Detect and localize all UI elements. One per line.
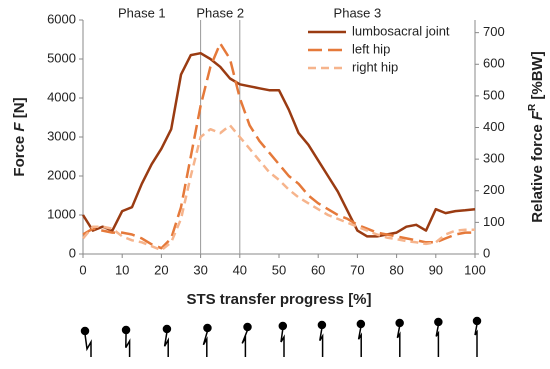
- stick-body: [280, 328, 285, 357]
- stick-head: [472, 316, 482, 326]
- stick-body: [241, 329, 249, 357]
- stick-figure: [278, 321, 288, 357]
- stick-figure: [472, 316, 482, 357]
- stick-head: [317, 320, 327, 330]
- y-title-part: F: [11, 122, 28, 132]
- y2-tick-label: 100: [483, 214, 505, 229]
- y-tick-label: 5000: [47, 50, 76, 65]
- y-tick-label: 3000: [47, 128, 76, 143]
- stick-head: [356, 319, 366, 329]
- x-tick-label: 0: [79, 262, 86, 277]
- phase-label: Phase 2: [196, 5, 244, 20]
- data-line: [82, 42, 475, 250]
- x-tick-label: 80: [389, 262, 403, 277]
- stick-body: [474, 323, 478, 357]
- stick-head: [434, 317, 443, 327]
- stick-figure: [356, 319, 366, 357]
- y-tick-label: 6000: [47, 11, 76, 26]
- stick-figure: [395, 318, 404, 357]
- stick-body: [435, 324, 440, 357]
- y2-tick-label: 0: [483, 245, 490, 260]
- stick-figure: [434, 317, 443, 357]
- y2-tick-label: 600: [483, 56, 505, 71]
- x-tick-label: 90: [429, 262, 443, 277]
- data-line: [81, 51, 476, 238]
- x-tick-label: 10: [115, 262, 129, 277]
- legend-label: right hip: [352, 59, 398, 74]
- stick-figure: [317, 320, 327, 357]
- stick-figure: [121, 325, 131, 357]
- x-tick-label: 60: [311, 262, 325, 277]
- stick-figure: [202, 323, 212, 357]
- y2-title-part: Relative force: [529, 120, 546, 223]
- stick-body: [202, 330, 209, 357]
- stick-body: [163, 331, 169, 357]
- phase-label: Phase 1: [118, 5, 166, 20]
- stick-head: [121, 325, 131, 335]
- stick-head: [162, 324, 172, 334]
- stick-body: [357, 326, 362, 357]
- stick-figure: [241, 322, 252, 357]
- y2-title-part: F: [529, 110, 546, 120]
- x-tick-label: 70: [350, 262, 364, 277]
- y-title-part: [N]: [11, 97, 28, 122]
- stick-head: [203, 323, 212, 333]
- legend-label: lumbosacral joint: [352, 23, 450, 38]
- phase-label: Phase 3: [334, 5, 382, 20]
- data-line: [82, 124, 475, 252]
- stick-body: [125, 332, 131, 357]
- y-tick-label: 0: [69, 245, 76, 260]
- x-tick-label: 20: [154, 262, 168, 277]
- x-tick-label: 50: [272, 262, 286, 277]
- y2-tick-label: 500: [483, 87, 505, 102]
- y2-tick-label: 200: [483, 182, 505, 197]
- y2-tick-label: 300: [483, 151, 505, 166]
- y2-axis-title: Relative force FR [%BW]: [527, 51, 546, 222]
- y2-title-part: [%BW]: [529, 51, 546, 104]
- y-axis-title: Force F [N]: [11, 97, 28, 176]
- y-title-part: Force: [11, 132, 28, 177]
- stick-body: [396, 325, 401, 357]
- stick-head: [278, 321, 288, 331]
- y2-tick-label: 700: [483, 24, 505, 39]
- y2-title-part: R: [527, 103, 538, 111]
- stick-head: [395, 318, 404, 328]
- x-axis-title: STS transfer progress [%]: [186, 291, 371, 308]
- stick-head: [80, 326, 90, 336]
- x-tick-label: 30: [193, 262, 207, 277]
- legend-label: left hip: [352, 41, 390, 56]
- stick-figure: [80, 326, 92, 357]
- y-tick-label: 4000: [47, 89, 76, 104]
- stick-head: [243, 322, 252, 332]
- stick-body: [319, 327, 324, 357]
- stick-figure: [162, 324, 172, 357]
- y-tick-label: 1000: [47, 206, 76, 221]
- stick-body: [84, 333, 92, 357]
- x-tick-label: 100: [464, 262, 486, 277]
- y-tick-label: 2000: [47, 167, 76, 182]
- y2-tick-label: 400: [483, 119, 505, 134]
- x-tick-label: 40: [233, 262, 247, 277]
